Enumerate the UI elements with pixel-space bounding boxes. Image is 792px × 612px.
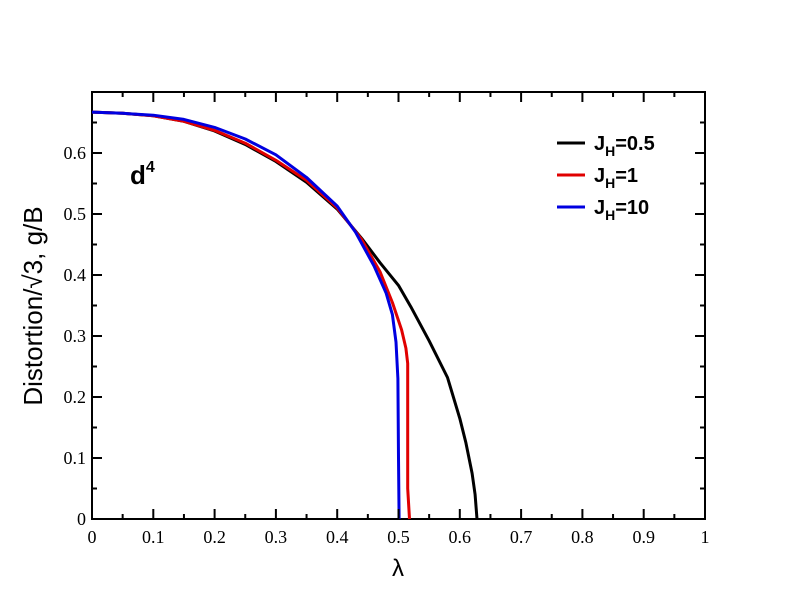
x-axis-ticks: 0 0.1 0.2 0.3 0.4 0.5 0.6 0.7 0.8 0.9 1	[88, 92, 710, 547]
annotation-superscript: 4	[146, 159, 155, 176]
x-tick-label: 1	[701, 527, 710, 547]
y-axis-label: Distortion/√3, g/B	[18, 206, 48, 405]
series-line-3	[91, 110, 401, 520]
x-tick-label: 0.6	[449, 527, 472, 547]
y-tick-label: 0	[77, 509, 86, 529]
legend: JH=0.5JH=1JH=10	[557, 133, 655, 223]
legend-item: JH=10	[557, 197, 649, 223]
legend-item: JH=1	[557, 165, 638, 191]
legend-label-sub: H	[605, 143, 615, 159]
legend-label-sub: H	[605, 175, 615, 191]
x-tick-label: 0.2	[203, 527, 226, 547]
y-tick-label: 0.2	[64, 387, 87, 407]
legend-label: JH=10	[594, 197, 649, 223]
x-axis-label: λ	[392, 555, 404, 582]
panel-annotation: d4	[130, 159, 155, 190]
y-tick-label: 0.4	[64, 265, 87, 285]
legend-label: JH=0.5	[594, 133, 655, 159]
x-tick-label: 0.9	[632, 527, 655, 547]
y-tick-label: 0.1	[64, 448, 87, 468]
legend-label: JH=1	[594, 165, 638, 191]
legend-label-tail: =10	[615, 197, 649, 219]
y-tick-label: 0.6	[64, 143, 87, 163]
x-tick-label: 0.3	[265, 527, 288, 547]
y-axis-ticks: 0 0.1 0.2 0.3 0.4 0.5 0.6	[64, 91, 705, 529]
x-tick-label: 0	[88, 527, 97, 547]
legend-label-main: J	[594, 165, 605, 187]
y-tick-label: 0.3	[64, 326, 87, 346]
x-tick-label: 0.4	[326, 527, 349, 547]
legend-label-main: J	[594, 197, 605, 219]
x-tick-label: 0.8	[571, 527, 594, 547]
x-tick-label: 0.5	[387, 527, 410, 547]
legend-item: JH=0.5	[557, 133, 655, 159]
legend-label-sub: H	[605, 207, 615, 223]
legend-label-main: J	[594, 133, 605, 155]
legend-label-tail: =0.5	[615, 133, 654, 155]
legend-label-tail: =1	[615, 165, 638, 187]
series-lines	[91, 110, 479, 520]
annotation-base: d	[130, 160, 146, 190]
y-tick-label: 0.5	[64, 204, 87, 224]
x-tick-label: 0.7	[510, 527, 533, 547]
x-tick-label: 0.1	[142, 527, 165, 547]
